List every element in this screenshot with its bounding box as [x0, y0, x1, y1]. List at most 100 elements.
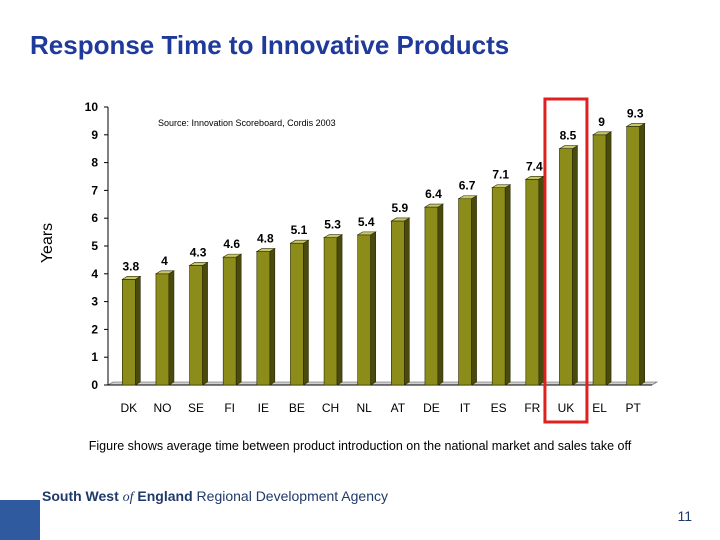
- bar-top-no: [154, 270, 176, 275]
- bar-top-de: [423, 203, 445, 208]
- brand-part-1: South West: [42, 488, 119, 504]
- bar-de: [424, 206, 439, 386]
- y-tick-label: 9: [91, 128, 98, 142]
- y-tick-label: 2: [91, 322, 98, 336]
- bar-side-nl: [370, 231, 376, 386]
- bar-top-at: [390, 217, 411, 222]
- category-label-uk: UK: [558, 401, 575, 415]
- y-tick-label: 6: [91, 211, 98, 225]
- value-label-uk: 8.5: [560, 129, 577, 143]
- y-axis-label: Years: [39, 223, 56, 263]
- bar-uk: [559, 148, 573, 386]
- category-label-ch: CH: [322, 401, 339, 415]
- brand-part-2: of: [122, 490, 134, 505]
- category-label-ie: IE: [258, 401, 269, 415]
- bar-pt: [626, 126, 640, 386]
- agency-brand: South West of England Regional Developme…: [42, 488, 388, 506]
- uk-highlight-box: [543, 97, 589, 424]
- category-label-es: ES: [491, 401, 507, 415]
- page-number: 11: [677, 508, 692, 524]
- chart-bars: [121, 122, 646, 386]
- y-tick-label: 5: [91, 239, 98, 253]
- value-label-it: 6.7: [459, 179, 476, 193]
- bar-fr: [525, 178, 540, 386]
- bar-side-no: [168, 270, 175, 386]
- bar-nl: [357, 234, 371, 386]
- bar-top-es: [491, 184, 512, 188]
- category-label-no: NO: [153, 401, 171, 415]
- value-label-dk: 3.8: [122, 259, 139, 273]
- bar-top-fi: [222, 253, 243, 258]
- value-label-be: 5.1: [291, 223, 308, 237]
- bar-side-be: [303, 239, 309, 386]
- bar-it: [458, 198, 472, 386]
- value-label-nl: 5.4: [358, 215, 375, 229]
- bar-be: [290, 242, 304, 386]
- bar-top-el: [591, 131, 613, 136]
- bar-at: [391, 220, 405, 386]
- category-label-nl: NL: [357, 401, 373, 415]
- category-label-pt: PT: [626, 401, 642, 415]
- chart-source-note: Source: Innovation Scoreboard, Cordis 20…: [158, 118, 336, 128]
- slide-title: Response Time to Innovative Products: [30, 30, 510, 60]
- value-label-el: 9: [598, 115, 605, 129]
- bar-el: [592, 134, 607, 386]
- y-tick-label: 7: [91, 183, 98, 197]
- chart-axes: 0 1 2 3 4 5 6 7 8 9 10: [85, 100, 659, 392]
- bar-side-uk: [572, 145, 578, 386]
- bar-side-de: [437, 203, 444, 386]
- bar-top-se: [188, 262, 209, 266]
- category-label-fr: FR: [524, 401, 540, 415]
- brand-part-4: Regional Development Agency: [196, 488, 389, 504]
- value-label-no: 4: [161, 254, 168, 268]
- category-label-se: SE: [188, 401, 204, 415]
- bar-side-fr: [538, 175, 545, 386]
- footer-accent-block: [0, 500, 40, 540]
- bar-side-ch: [336, 234, 343, 386]
- bar-es: [491, 187, 506, 386]
- bar-side-el: [605, 131, 612, 386]
- y-tick-label: 3: [91, 295, 98, 309]
- value-label-pt: 9.3: [627, 106, 644, 120]
- bar-top-uk: [558, 145, 579, 149]
- bar-side-dk: [135, 275, 141, 386]
- bar-ch: [323, 237, 338, 386]
- bar-no: [155, 273, 170, 386]
- value-label-ch: 5.3: [324, 218, 341, 232]
- category-label-el: EL: [592, 401, 607, 415]
- bar-ie: [256, 251, 271, 386]
- category-label-de: DE: [423, 401, 440, 415]
- value-label-de: 6.4: [425, 187, 442, 201]
- category-label-fi: FI: [224, 401, 235, 415]
- bar-top-it: [457, 195, 478, 200]
- value-label-es: 7.1: [492, 168, 509, 182]
- bar-top-ch: [322, 234, 344, 238]
- bar-fi: [222, 256, 237, 386]
- category-label-at: AT: [391, 401, 406, 415]
- y-tick-label: 10: [85, 100, 99, 114]
- chart-labels: 3.8 DK 4 NO 4.3 SE 4.6 FI 4.8 IE 5.1 BE 5.3 CH 5.4 NL 5.…: [120, 106, 643, 415]
- bar-se: [189, 265, 203, 386]
- y-tick-label: 1: [91, 350, 98, 364]
- y-tick-label: 4: [91, 267, 98, 281]
- bar-side-fi: [235, 253, 242, 386]
- category-label-it: IT: [460, 401, 471, 415]
- value-label-se: 4.3: [190, 245, 207, 259]
- bar-dk: [122, 279, 136, 386]
- value-label-fi: 4.6: [223, 237, 240, 251]
- value-label-at: 5.9: [391, 201, 408, 215]
- bar-side-es: [504, 184, 511, 386]
- bar-top-dk: [121, 276, 142, 280]
- bar-top-be: [289, 239, 310, 244]
- category-label-dk: DK: [120, 401, 137, 415]
- bar-top-nl: [356, 231, 377, 236]
- bar-chart: 0 1 2 3 4 5 6 7 8 9 10 3.8 DK 4 NO 4.3 SE 4.6 FI 4.8 IE 5.1 B…: [39, 97, 659, 424]
- value-label-ie: 4.8: [257, 232, 274, 246]
- figure-caption: Figure shows average time between produc…: [88, 439, 632, 453]
- bar-side-se: [202, 261, 208, 386]
- y-tick-label: 8: [91, 156, 98, 170]
- bar-side-ie: [269, 248, 276, 386]
- brand-part-3: England: [137, 488, 193, 504]
- bar-top-pt: [625, 123, 646, 127]
- category-label-be: BE: [289, 401, 305, 415]
